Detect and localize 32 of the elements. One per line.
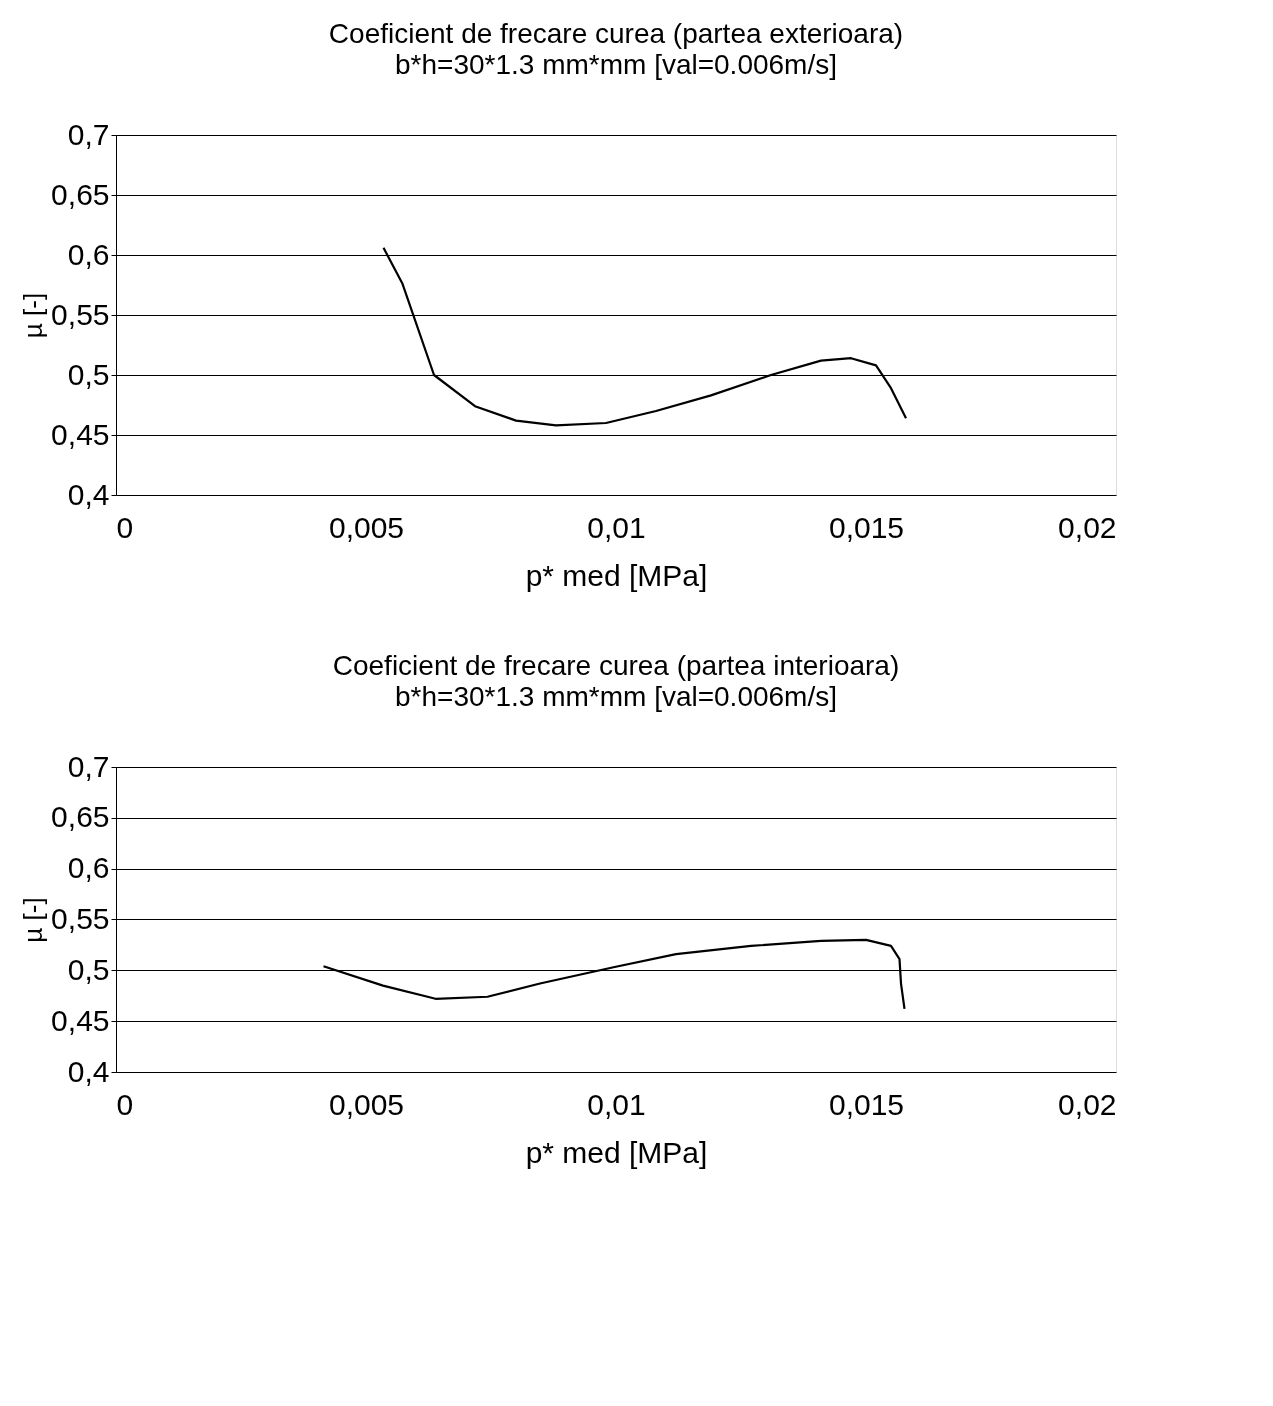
- y-tick-label: 0,65: [51, 177, 110, 211]
- y-tick-label: 0,55: [51, 902, 110, 935]
- chart-title: Coeficient de frecare curea (partea exterioara): [328, 18, 904, 49]
- y-tick-label: 0,5: [67, 952, 110, 986]
- x-tick-label: 0: [116, 1087, 134, 1121]
- x-tick-label: 0,015: [828, 1087, 905, 1121]
- y-tick-label: 0,65: [51, 800, 110, 834]
- x-tick-label: 0,02: [1058, 510, 1117, 544]
- x-tick-label: 0,01: [587, 1087, 646, 1121]
- y-tick-label: 0,4: [67, 1054, 110, 1088]
- x-tick-label: 0: [116, 510, 134, 544]
- y-tick-label: 0,45: [51, 1003, 110, 1037]
- x-axis-title: p* med [MPa]: [525, 558, 708, 592]
- y-tick-label: 0,45: [51, 417, 110, 451]
- x-tick-label: 0,005: [328, 1087, 405, 1121]
- y-tick-label: 0,4: [67, 477, 110, 511]
- chart-subtitle: b*h=30*1.3 mm*mm [val=0.006m/s]: [395, 49, 837, 80]
- y-tick-label: 0,7: [67, 117, 110, 151]
- y-tick-label: 0,6: [67, 237, 110, 271]
- x-tick-label: 0,005: [328, 510, 405, 544]
- y-axis-title: µ [-]: [18, 292, 49, 339]
- y-axis-title: µ [-]: [18, 897, 49, 943]
- y-tick-label: 0,55: [51, 297, 110, 331]
- x-tick-label: 0,02: [1058, 1087, 1117, 1121]
- y-tick-label: 0,7: [67, 749, 110, 783]
- chart-subtitle: b*h=30*1.3 mm*mm [val=0.006m/s]: [395, 681, 837, 712]
- chart-title: Coeficient de frecare curea (partea interioara): [332, 650, 900, 681]
- y-tick-label: 0,5: [67, 357, 110, 391]
- x-axis-title: p* med [MPa]: [525, 1135, 708, 1169]
- x-tick-label: 0,015: [828, 510, 905, 544]
- y-tick-label: 0,6: [67, 851, 110, 885]
- x-tick-label: 0,01: [587, 510, 646, 544]
